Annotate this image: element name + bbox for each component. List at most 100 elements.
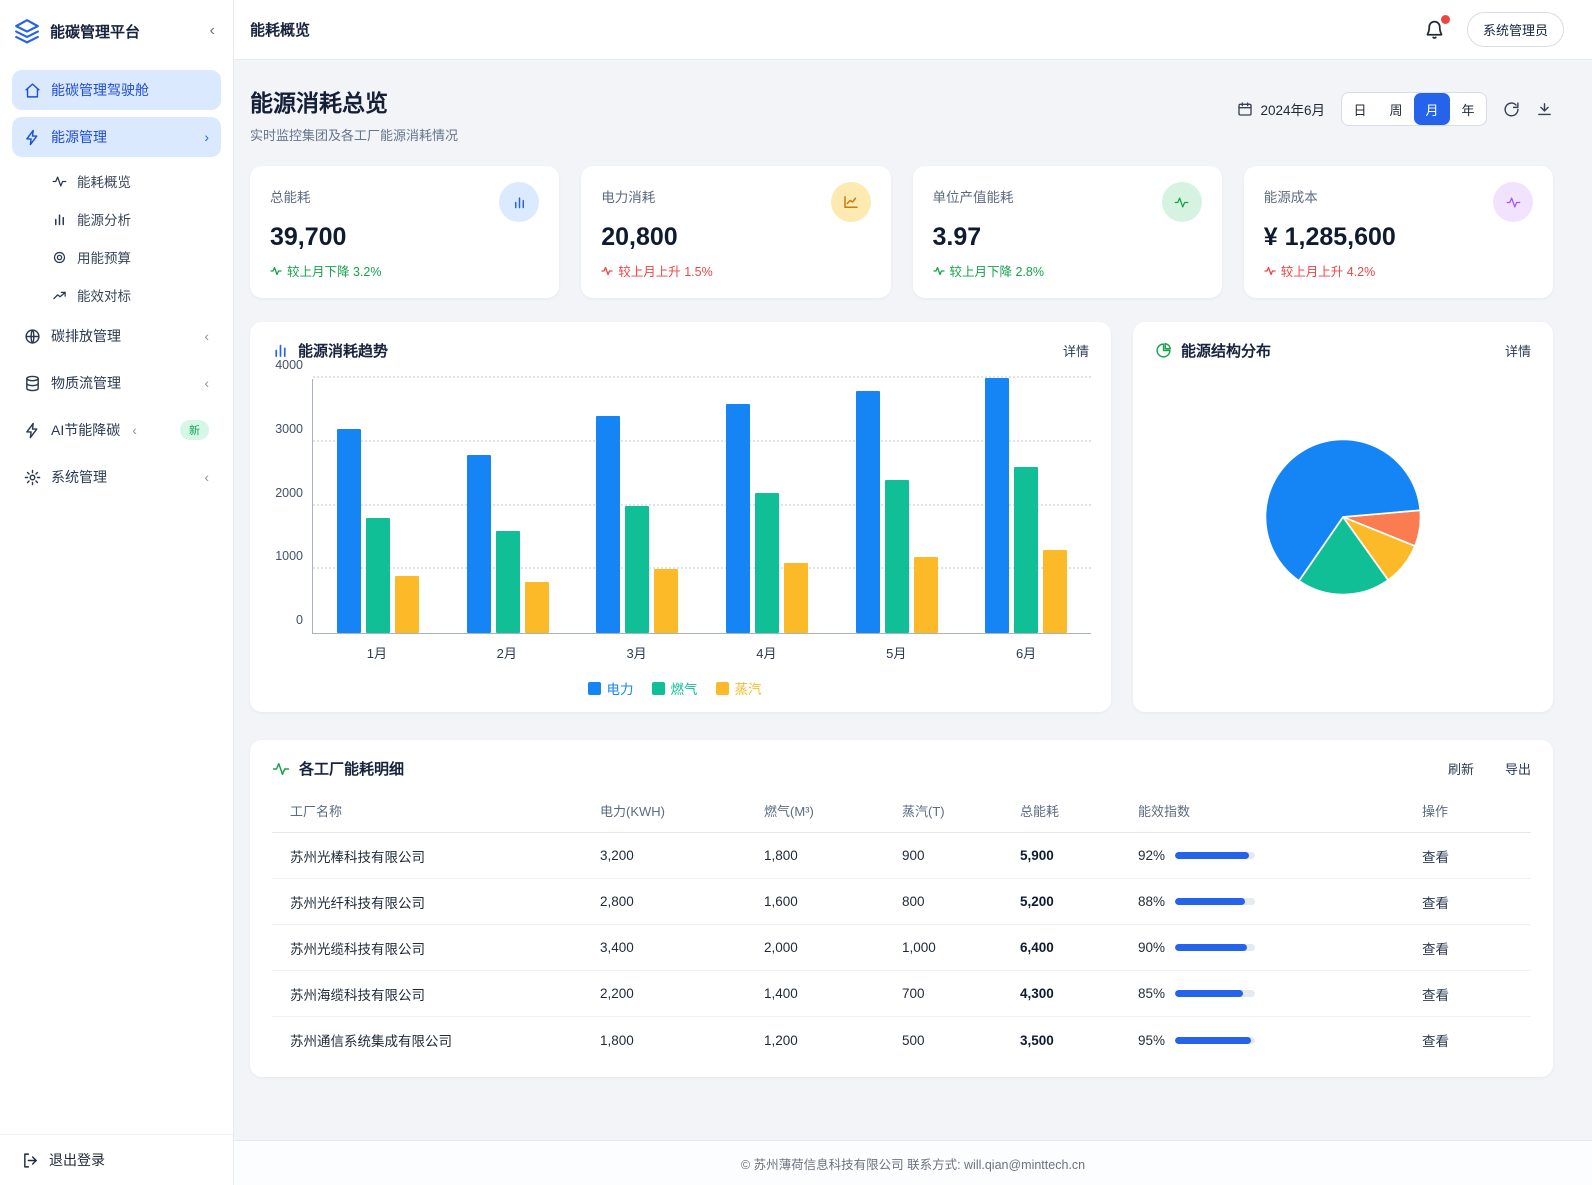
range-option-周[interactable]: 周: [1378, 93, 1414, 125]
efficiency-progressbar: [1175, 898, 1256, 905]
factory-table: 工厂名称 电力(KWH) 燃气(M³) 蒸汽(T) 总能耗 能效指数 操作 苏州光棒科技有限公…: [250, 787, 1553, 1077]
range-option-日[interactable]: 日: [1342, 93, 1378, 125]
gridline: [313, 376, 1091, 378]
sidebar-item-dashboard[interactable]: 能碳管理驾驶舱: [12, 70, 221, 110]
refresh-icon[interactable]: [1503, 101, 1520, 118]
kpi-label: 能源成本: [1263, 190, 1318, 205]
sidebar-item-system[interactable]: 系统管理 ‹: [12, 457, 221, 497]
bolt-icon: [24, 422, 41, 439]
target-icon: [52, 250, 67, 265]
bar-电力: [855, 390, 880, 633]
column-header: 燃气(M³): [764, 804, 814, 819]
legend-item-电力: 电力: [587, 678, 634, 698]
bar-蒸汽: [394, 575, 419, 633]
refresh-button[interactable]: 刷新: [1447, 762, 1474, 777]
trend-detail-link[interactable]: 详情: [1062, 344, 1089, 359]
total-value: 4,300: [1020, 986, 1054, 1001]
download-icon[interactable]: [1536, 101, 1553, 118]
sidebar-item-energy[interactable]: 能源管理 ›: [12, 117, 221, 157]
logout-button[interactable]: 退出登录: [0, 1134, 233, 1185]
kpi-delta: 较上月上升 1.5%: [601, 261, 870, 280]
range-option-年[interactable]: 年: [1450, 93, 1486, 125]
export-button[interactable]: 导出: [1504, 762, 1531, 777]
chevron-left-icon: ‹: [204, 375, 209, 391]
sidebar-item-ai-saving[interactable]: AI节能降碳 ‹ 新: [12, 410, 221, 450]
page-subtitle: 实时监控集团及各工厂能源消耗情况: [250, 128, 459, 143]
total-value: 5,200: [1020, 894, 1054, 909]
factory-name: 苏州通信系统集成有限公司: [290, 1034, 452, 1049]
power-value: 1,800: [600, 1032, 634, 1048]
efficiency-cell: 92%: [1138, 848, 1422, 863]
bar-电力: [725, 403, 750, 633]
view-link[interactable]: 查看: [1422, 849, 1449, 865]
gas-value: 2,000: [764, 940, 798, 955]
efficiency-cell: 90%: [1138, 940, 1422, 955]
pie-detail-link[interactable]: 详情: [1504, 344, 1531, 359]
view-link[interactable]: 查看: [1422, 941, 1449, 957]
efficiency-percent: 85%: [1138, 986, 1166, 1001]
trend-chart-title: 能源消耗趋势: [298, 343, 389, 360]
pie-slice: [1264, 438, 1422, 582]
chevron-left-icon: ‹: [204, 328, 209, 344]
y-tick-label: 2000: [275, 485, 303, 500]
kpi-value: 20,800: [601, 223, 678, 251]
user-menu-button[interactable]: 系统管理员: [1466, 12, 1564, 47]
bar-group-3月: [572, 379, 702, 633]
gridline: [313, 503, 1091, 506]
energy-trend-card: 能源消耗趋势 详情 0 1000 2000 3000 4000 1月 2月 3月 4月 5月 6月…: [250, 322, 1111, 712]
sidebar-collapse-icon[interactable]: ‹: [209, 22, 215, 39]
bars-icon: [499, 182, 540, 222]
sidebar-item-carbon[interactable]: 碳排放管理 ‹: [12, 316, 221, 356]
view-link[interactable]: 查看: [1422, 895, 1449, 911]
sidebar-item-efficiency-benchmark[interactable]: 能效对标: [42, 278, 221, 312]
new-badge: 新: [180, 420, 209, 440]
sidebar-item-material-flow[interactable]: 物质流管理 ‹: [12, 363, 221, 403]
x-tick-label: 4月: [756, 646, 777, 661]
column-header: 工厂名称: [290, 804, 343, 819]
bar-group-2月: [443, 379, 573, 633]
page-content: 能源消耗总览 实时监控集团及各工厂能源消耗情况 2024年6月 日周月年: [234, 60, 1592, 1140]
gridline: [313, 567, 1091, 570]
sidebar: 能碳管理平台 ‹ 能碳管理驾驶舱 能源管理 › 能耗概览能源分析用能预算能效对标碳排放…: [0, 0, 234, 1185]
kpi-value: 3.97: [932, 223, 982, 251]
notification-dot: [1440, 15, 1450, 24]
line-icon: [830, 182, 871, 222]
bar-燃气: [365, 518, 390, 633]
bar-蒸汽: [783, 562, 808, 633]
energy-structure-card: 能源结构分布 详情: [1133, 322, 1553, 712]
notification-bell-icon[interactable]: [1424, 15, 1450, 40]
sidebar-item-energy-budget[interactable]: 用能预算: [42, 240, 221, 274]
range-option-月[interactable]: 月: [1414, 93, 1450, 125]
calendar-icon: [1237, 101, 1253, 117]
y-tick-label: 4000: [275, 358, 303, 372]
pulse-icon: [270, 265, 282, 277]
footer: © 苏州薄荷信息科技有限公司 联系方式: will.qian@minttech.…: [234, 1140, 1592, 1185]
pie-chart-icon: [1155, 342, 1172, 359]
y-tick-label: 1000: [275, 549, 303, 564]
bar-燃气: [884, 480, 909, 633]
topbar-page-title: 能耗概览: [250, 22, 311, 39]
sidebar-item-energy-overview[interactable]: 能耗概览: [42, 164, 221, 198]
power-value: 3,400: [600, 940, 634, 955]
table-title: 各工厂能耗明细: [299, 761, 405, 778]
pulse-icon: [601, 265, 613, 277]
globe-icon: [24, 328, 41, 345]
gear-icon: [24, 469, 41, 486]
column-header: 能效指数: [1138, 804, 1191, 819]
column-header: 电力(KWH): [600, 804, 665, 819]
date-picker[interactable]: 2024年6月: [1237, 99, 1325, 119]
bolt-icon: [24, 129, 41, 146]
date-label: 2024年6月: [1260, 103, 1325, 118]
view-link[interactable]: 查看: [1422, 987, 1449, 1003]
bar-group-4月: [702, 379, 832, 633]
bars-icon: [52, 212, 67, 227]
efficiency-percent: 92%: [1138, 848, 1166, 863]
total-value: 6,400: [1020, 940, 1054, 955]
bar-chart-legend: 电力 燃气 蒸汽: [258, 662, 1091, 702]
view-link[interactable]: 查看: [1422, 1034, 1449, 1049]
kpi-delta: 较上月下降 2.8%: [932, 261, 1202, 280]
sidebar-logo: 能碳管理平台 ‹: [0, 0, 233, 60]
topbar: 能耗概览 系统管理员: [234, 0, 1592, 60]
sidebar-item-energy-analysis[interactable]: 能源分析: [42, 202, 221, 236]
